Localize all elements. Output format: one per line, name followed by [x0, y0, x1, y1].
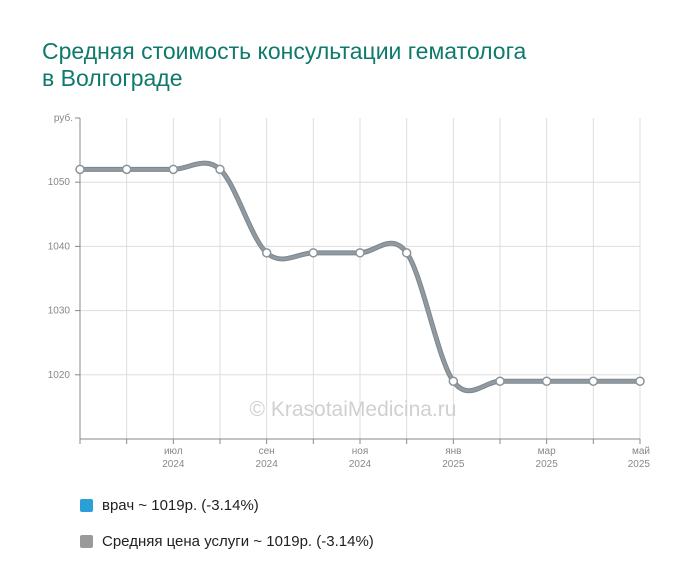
data-point [168, 164, 179, 175]
x-tick-label-year: 2024 [162, 459, 185, 470]
data-point [401, 248, 412, 258]
data-point [588, 376, 599, 386]
data-point [215, 164, 225, 175]
legend-swatch-doctor [80, 498, 93, 512]
data-point [448, 376, 459, 386]
chart-title: Средняя стоимость консультации гематолог… [42, 38, 662, 92]
x-tick-label-year: 2024 [349, 459, 372, 470]
x-tick-label-month: май [632, 446, 650, 457]
y-tick-label: 1050 [48, 177, 71, 188]
x-tick-label-month: сен [259, 446, 275, 457]
chart-legend: врач ~ 1019р. (-3.14%) Средняя цена услу… [80, 487, 374, 559]
x-tick-label-month: мар [538, 446, 556, 457]
data-point [308, 248, 319, 258]
data-point [261, 248, 272, 258]
watermark-text: © KrasotaiMedicina.ru [250, 398, 457, 421]
data-point [121, 164, 132, 175]
x-tick-label-year: 2025 [536, 459, 559, 470]
legend-label-average-price: Средняя цена услуги ~ 1019р. (-3.14%) [102, 532, 374, 550]
legend-item-average-price[interactable]: Средняя цена услуги ~ 1019р. (-3.14%) [80, 523, 374, 559]
legend-swatch-average-price [80, 534, 93, 548]
legend-item-doctor[interactable]: врач ~ 1019р. (-3.14%) [80, 487, 374, 523]
chart-title-line1: Средняя стоимость консультации гематолог… [42, 38, 527, 64]
legend-label-doctor: врач ~ 1019р. (-3.14%) [102, 496, 259, 514]
data-point [635, 376, 645, 386]
x-tick-label-year: 2025 [628, 459, 651, 470]
data-point [75, 164, 85, 175]
x-tick-label-year: 2024 [256, 459, 279, 470]
y-tick-label: 1030 [48, 306, 71, 317]
x-tick-label-year: 2025 [442, 459, 465, 470]
data-point [495, 376, 505, 386]
y-tick-label: 1040 [48, 241, 71, 252]
y-axis-label: руб. [54, 112, 73, 124]
x-tick-label-month: янв [445, 446, 461, 457]
line-chart: 1020 1030 1040 1050 руб. июл 2024 сен 2024 ноя 202… [48, 112, 651, 470]
data-point [355, 248, 365, 258]
x-tick-label-month: июл [164, 446, 183, 457]
data-point [541, 376, 552, 386]
chart-title-line2: в Волгограде [42, 65, 183, 91]
y-tick-label: 1020 [48, 370, 71, 381]
x-tick-label-month: ноя [352, 446, 369, 457]
